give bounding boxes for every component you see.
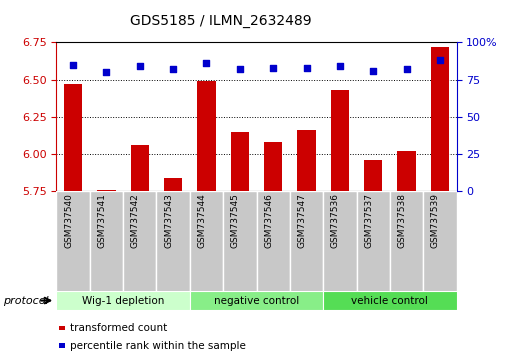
Text: GSM737541: GSM737541 (97, 193, 106, 248)
Bar (190, 291, 323, 310)
Point (135, 63, 144, 69)
Text: GSM737543: GSM737543 (164, 193, 173, 248)
Bar (156, 191, 190, 292)
Bar (56, 191, 90, 292)
Text: protocol: protocol (3, 296, 48, 306)
Text: GSM737536: GSM737536 (331, 193, 340, 248)
Bar (231, 132, 249, 191)
Bar (423, 191, 457, 292)
Point (302, 65, 310, 70)
Bar (198, 81, 215, 191)
Point (436, 57, 444, 63)
Bar (323, 191, 357, 292)
Bar (131, 145, 149, 191)
Bar (123, 191, 156, 292)
Bar (290, 191, 323, 292)
Text: GSM737540: GSM737540 (64, 193, 73, 248)
Text: GSM737546: GSM737546 (264, 193, 273, 248)
Point (202, 61, 210, 66)
Text: Wig-1 depletion: Wig-1 depletion (82, 296, 164, 306)
Bar (256, 191, 290, 292)
Bar (357, 191, 390, 292)
Bar (223, 191, 256, 292)
Bar (64, 84, 82, 191)
Text: GSM737539: GSM737539 (431, 193, 440, 248)
Bar (431, 47, 449, 191)
Text: GSM737545: GSM737545 (231, 193, 240, 248)
Text: GSM737538: GSM737538 (398, 193, 406, 248)
Text: transformed count: transformed count (70, 323, 168, 333)
Point (336, 63, 344, 69)
Point (235, 67, 244, 72)
Bar (97, 190, 115, 191)
Text: GSM737544: GSM737544 (198, 193, 206, 248)
Text: GSM737542: GSM737542 (131, 193, 140, 248)
Point (369, 68, 377, 74)
Text: GSM737537: GSM737537 (364, 193, 373, 248)
Bar (90, 191, 123, 292)
Point (402, 67, 410, 72)
Text: vehicle control: vehicle control (351, 296, 428, 306)
Bar (398, 151, 416, 191)
Bar (298, 130, 315, 191)
Text: percentile rank within the sample: percentile rank within the sample (70, 341, 246, 351)
Point (169, 67, 177, 72)
Text: negative control: negative control (214, 296, 299, 306)
Bar (56, 291, 190, 310)
Bar (331, 90, 349, 191)
Point (269, 65, 277, 70)
Bar (164, 178, 182, 191)
Bar (323, 291, 457, 310)
Bar (190, 191, 223, 292)
Point (69, 62, 77, 68)
Text: GSM737547: GSM737547 (298, 193, 306, 248)
Text: GDS5185 / ILMN_2632489: GDS5185 / ILMN_2632489 (130, 14, 311, 28)
Bar (264, 142, 282, 191)
Bar (390, 191, 423, 292)
Bar (364, 160, 382, 191)
Point (102, 69, 110, 75)
